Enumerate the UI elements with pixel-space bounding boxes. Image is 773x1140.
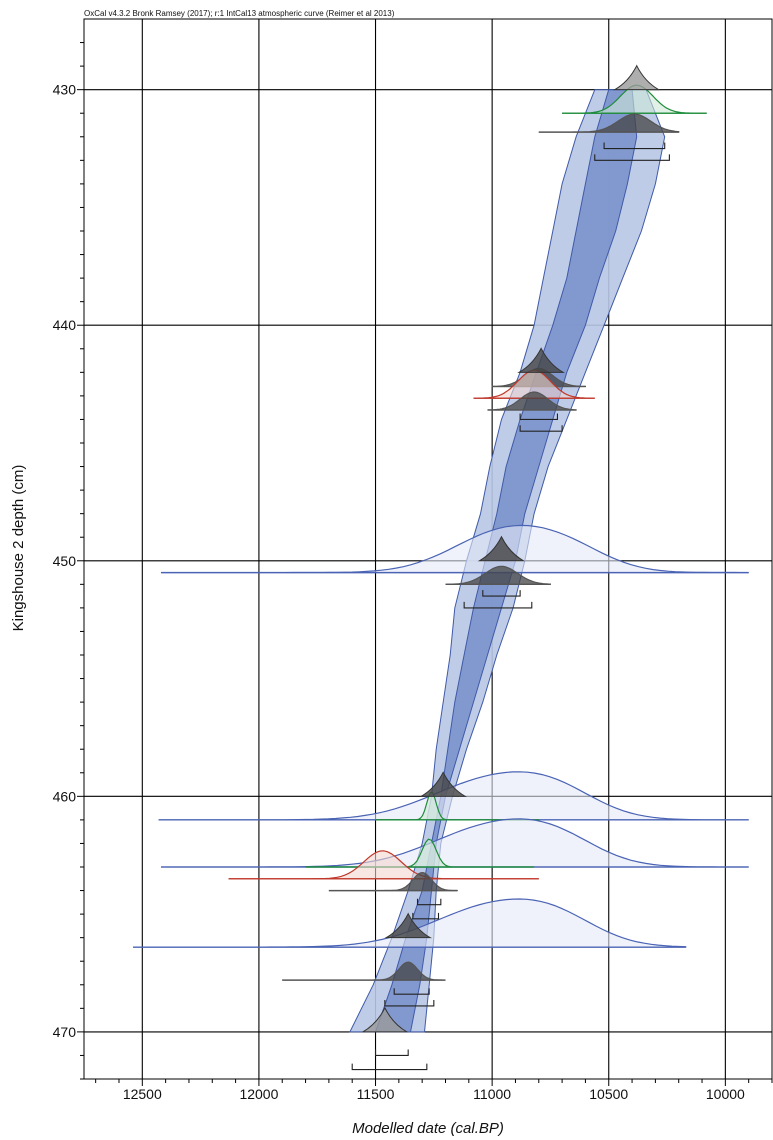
chart-header: OxCal v4.3.2 Bronk Ramsey (2017); r:1 In… bbox=[84, 9, 395, 18]
x-tick-label: 10500 bbox=[589, 1086, 628, 1102]
range-bracket bbox=[412, 912, 440, 920]
range-bracket bbox=[603, 142, 666, 150]
x-tick-label: 11500 bbox=[357, 1086, 395, 1102]
range-bracket bbox=[374, 1049, 409, 1056]
posterior-peak bbox=[360, 1006, 409, 1033]
posterior-peak bbox=[384, 912, 433, 939]
y-tick-label: 440 bbox=[53, 317, 77, 333]
range-bracket bbox=[519, 413, 558, 420]
x-tick-label: 10000 bbox=[706, 1086, 745, 1102]
x-axis-title: Modelled date (cal.BP) bbox=[352, 1120, 504, 1137]
range-bracket bbox=[463, 601, 533, 609]
posterior-peak bbox=[612, 64, 661, 91]
date-distributions bbox=[132, 64, 749, 1033]
posterior-peak bbox=[517, 347, 565, 373]
range-bracket bbox=[393, 988, 430, 995]
posterior-peak bbox=[419, 771, 468, 797]
y-axis-title: Kingshouse 2 depth (cm) bbox=[10, 465, 27, 632]
y-tick-label: 450 bbox=[53, 553, 77, 569]
y-tick-label: 430 bbox=[53, 82, 77, 98]
x-tick-label: 12000 bbox=[239, 1086, 278, 1102]
range-brackets bbox=[351, 142, 670, 1071]
range-bracket bbox=[416, 898, 442, 906]
x-tick-label: 12500 bbox=[123, 1086, 162, 1102]
x-tick-label: 11000 bbox=[473, 1086, 511, 1102]
axes: 12500 12000 11500 11000 10500 10000 430 440 450 4… bbox=[53, 42, 773, 1102]
range-bracket bbox=[351, 1063, 428, 1071]
range-bracket bbox=[519, 425, 563, 432]
distribution-black bbox=[487, 391, 577, 411]
range-bracket bbox=[594, 154, 670, 161]
distribution-black bbox=[445, 565, 551, 585]
y-tick-label: 470 bbox=[53, 1024, 77, 1040]
range-bracket bbox=[384, 999, 435, 1007]
range-bracket bbox=[482, 590, 521, 597]
y-tick-label: 460 bbox=[53, 788, 77, 804]
posterior-peak bbox=[477, 535, 526, 562]
